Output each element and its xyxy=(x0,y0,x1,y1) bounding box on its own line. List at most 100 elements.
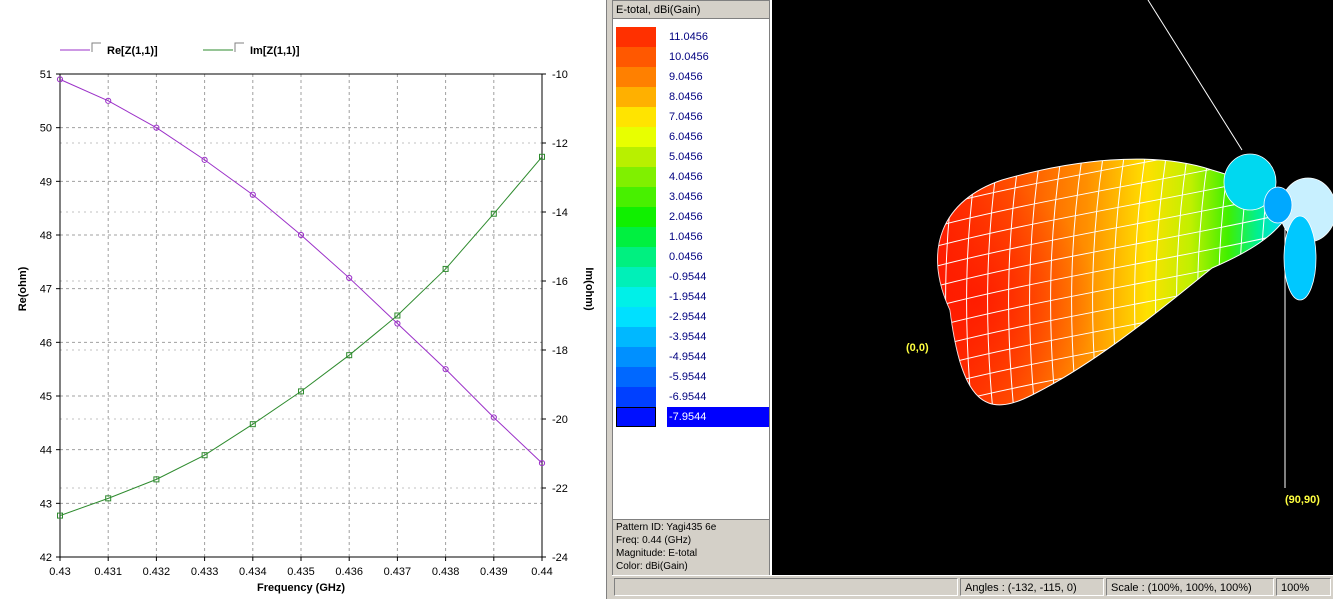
x-tick-label: 0.436 xyxy=(335,566,363,578)
data-point xyxy=(56,76,64,83)
y-tick-label-right: -18 xyxy=(552,345,568,357)
data-point xyxy=(442,265,449,272)
legend-color-swatch xyxy=(616,307,656,327)
impedance-chart: 0.43 0.431 0.432 0.433 0.434 0.435 0.436 0.437 0… xyxy=(17,42,595,594)
legend-value-label: -6.9544 xyxy=(669,391,707,403)
series-line-im xyxy=(59,156,543,517)
legend-value-label: 0.0456 xyxy=(669,251,703,263)
legend-label: Im[Z(1,1)] xyxy=(250,45,300,57)
legend-entry[interactable]: -4.9544 xyxy=(615,347,769,367)
legend-value-label: 6.0456 xyxy=(669,131,703,143)
legend-color-swatch xyxy=(616,407,656,427)
y-tick-label-left: 49 xyxy=(40,176,52,188)
x-tick-label: 0.435 xyxy=(287,566,315,578)
legend-entry[interactable]: 1.0456 xyxy=(615,227,769,247)
data-point xyxy=(539,153,545,160)
data-point xyxy=(442,366,449,373)
data-point xyxy=(538,459,546,467)
side-lobes xyxy=(1223,153,1333,301)
legend-color-swatch xyxy=(616,247,656,267)
legend-color-swatch xyxy=(616,347,656,367)
legend-entry[interactable]: -1.9544 xyxy=(615,287,769,307)
legend-label: Re[Z(1,1)] xyxy=(107,45,158,57)
legend-value-label: 1.0456 xyxy=(669,231,703,243)
status-bar: Angles : (-132, -115, 0) Scale : (100%, … xyxy=(612,575,1333,599)
legend-entry[interactable]: 0.0456 xyxy=(615,247,769,267)
legend-color-swatch xyxy=(616,207,656,227)
legend-color-swatch xyxy=(616,87,656,107)
data-point xyxy=(346,274,353,282)
x-tick-label: 0.433 xyxy=(191,566,219,578)
y-tick-label-right: -20 xyxy=(552,414,568,426)
pane-splitter[interactable] xyxy=(606,0,612,599)
legend-entry[interactable]: 7.0456 xyxy=(615,107,769,127)
data-point xyxy=(297,231,305,239)
data-point xyxy=(346,352,353,359)
legend-value-label: -4.9544 xyxy=(669,351,707,363)
data-point xyxy=(394,312,401,319)
legend-entry[interactable]: -6.9544 xyxy=(615,387,769,407)
legend-color-swatch xyxy=(616,127,656,147)
legend-entry[interactable]: 2.0456 xyxy=(615,207,769,227)
legend-value-label: 11.0456 xyxy=(669,31,708,43)
legend-value-label: 5.0456 xyxy=(669,151,703,163)
legend-entry[interactable]: 3.0456 xyxy=(615,187,769,207)
legend-entry[interactable]: -2.9544 xyxy=(615,307,769,327)
x-tick-label: 0.431 xyxy=(94,566,122,578)
mesh-line xyxy=(1008,159,1026,405)
frequency-text: Freq: 0.44 (GHz) xyxy=(616,535,692,546)
legend-color-swatch xyxy=(616,147,656,167)
legend-color-swatch xyxy=(616,327,656,347)
corner-angle-label: (90,90) xyxy=(1285,494,1320,506)
legend-color-swatch xyxy=(616,167,656,187)
legend-entry[interactable]: 5.0456 xyxy=(615,147,769,167)
legend-entry[interactable]: 9.0456 xyxy=(615,67,769,87)
legend-value-label: -3.9544 xyxy=(669,331,707,343)
x-tick-label: 0.43 xyxy=(49,566,70,578)
legend-value-label: -1.9544 xyxy=(669,291,707,303)
y-tick-label-left: 42 xyxy=(40,552,52,564)
y-tick-label-right: -10 xyxy=(552,69,568,81)
legend-entry[interactable]: 6.0456 xyxy=(615,127,769,147)
data-point xyxy=(153,476,160,483)
y-tick-label-left: 51 xyxy=(40,69,52,81)
y-axis-label-left: Re(ohm) xyxy=(17,266,29,311)
series-line-re xyxy=(59,78,543,464)
x-tick-label: 0.434 xyxy=(239,566,267,578)
legend-checkbox-icon xyxy=(234,42,244,52)
y-tick-label-left: 47 xyxy=(40,284,52,296)
x-tick-label: 0.439 xyxy=(480,566,508,578)
mesh-line xyxy=(987,159,1005,405)
legend-entry[interactable]: 8.0456 xyxy=(615,87,769,107)
radiation-pattern-3d-view[interactable]: (0,0) (90,90) xyxy=(772,0,1333,575)
data-point xyxy=(201,452,208,459)
legend-value-label: 10.0456 xyxy=(669,51,709,63)
color-legend-panel: E-total, dBi(Gain) 11.0456 10.0456 9.0456 8… xyxy=(612,0,770,575)
legend-entry[interactable]: -7.9544 xyxy=(615,407,769,427)
status-scale: Scale : (100%, 100%, 100%) xyxy=(1106,578,1274,596)
y-tick-label-left: 46 xyxy=(40,337,52,349)
legend-entry[interactable]: -0.9544 xyxy=(615,267,769,287)
x-tick-label: 0.438 xyxy=(432,566,460,578)
mesh-line xyxy=(937,229,1293,311)
magnitude-text: Magnitude: E-total xyxy=(616,548,698,559)
chart-legend[interactable]: Re[Z(1,1)] Im[Z(1,1)] xyxy=(60,42,300,57)
y-tick-label-right: -14 xyxy=(552,207,568,219)
legend-value-label: 4.0456 xyxy=(669,171,703,183)
legend-value-label: 7.0456 xyxy=(669,111,703,123)
y-tick-label-right: -12 xyxy=(552,138,568,150)
legend-entry[interactable]: 4.0456 xyxy=(615,167,769,187)
radiation-pattern-canvas[interactable]: (0,0) (90,90) xyxy=(772,0,1333,575)
legend-color-swatch xyxy=(616,287,656,307)
status-angles: Angles : (-132, -115, 0) xyxy=(960,578,1104,596)
legend-entry[interactable]: 11.0456 xyxy=(615,27,769,47)
legend-entry[interactable]: 10.0456 xyxy=(615,47,769,67)
legend-color-swatch xyxy=(616,47,656,67)
x-tick-label: 0.44 xyxy=(531,566,552,578)
y-tick-label-right: -16 xyxy=(552,276,568,288)
legend-entry[interactable]: -3.9544 xyxy=(615,327,769,347)
legend-entry[interactable]: -5.9544 xyxy=(615,367,769,387)
legend-value-label: 9.0456 xyxy=(669,71,703,83)
y-tick-label-left: 45 xyxy=(40,391,52,403)
data-point xyxy=(394,320,401,327)
